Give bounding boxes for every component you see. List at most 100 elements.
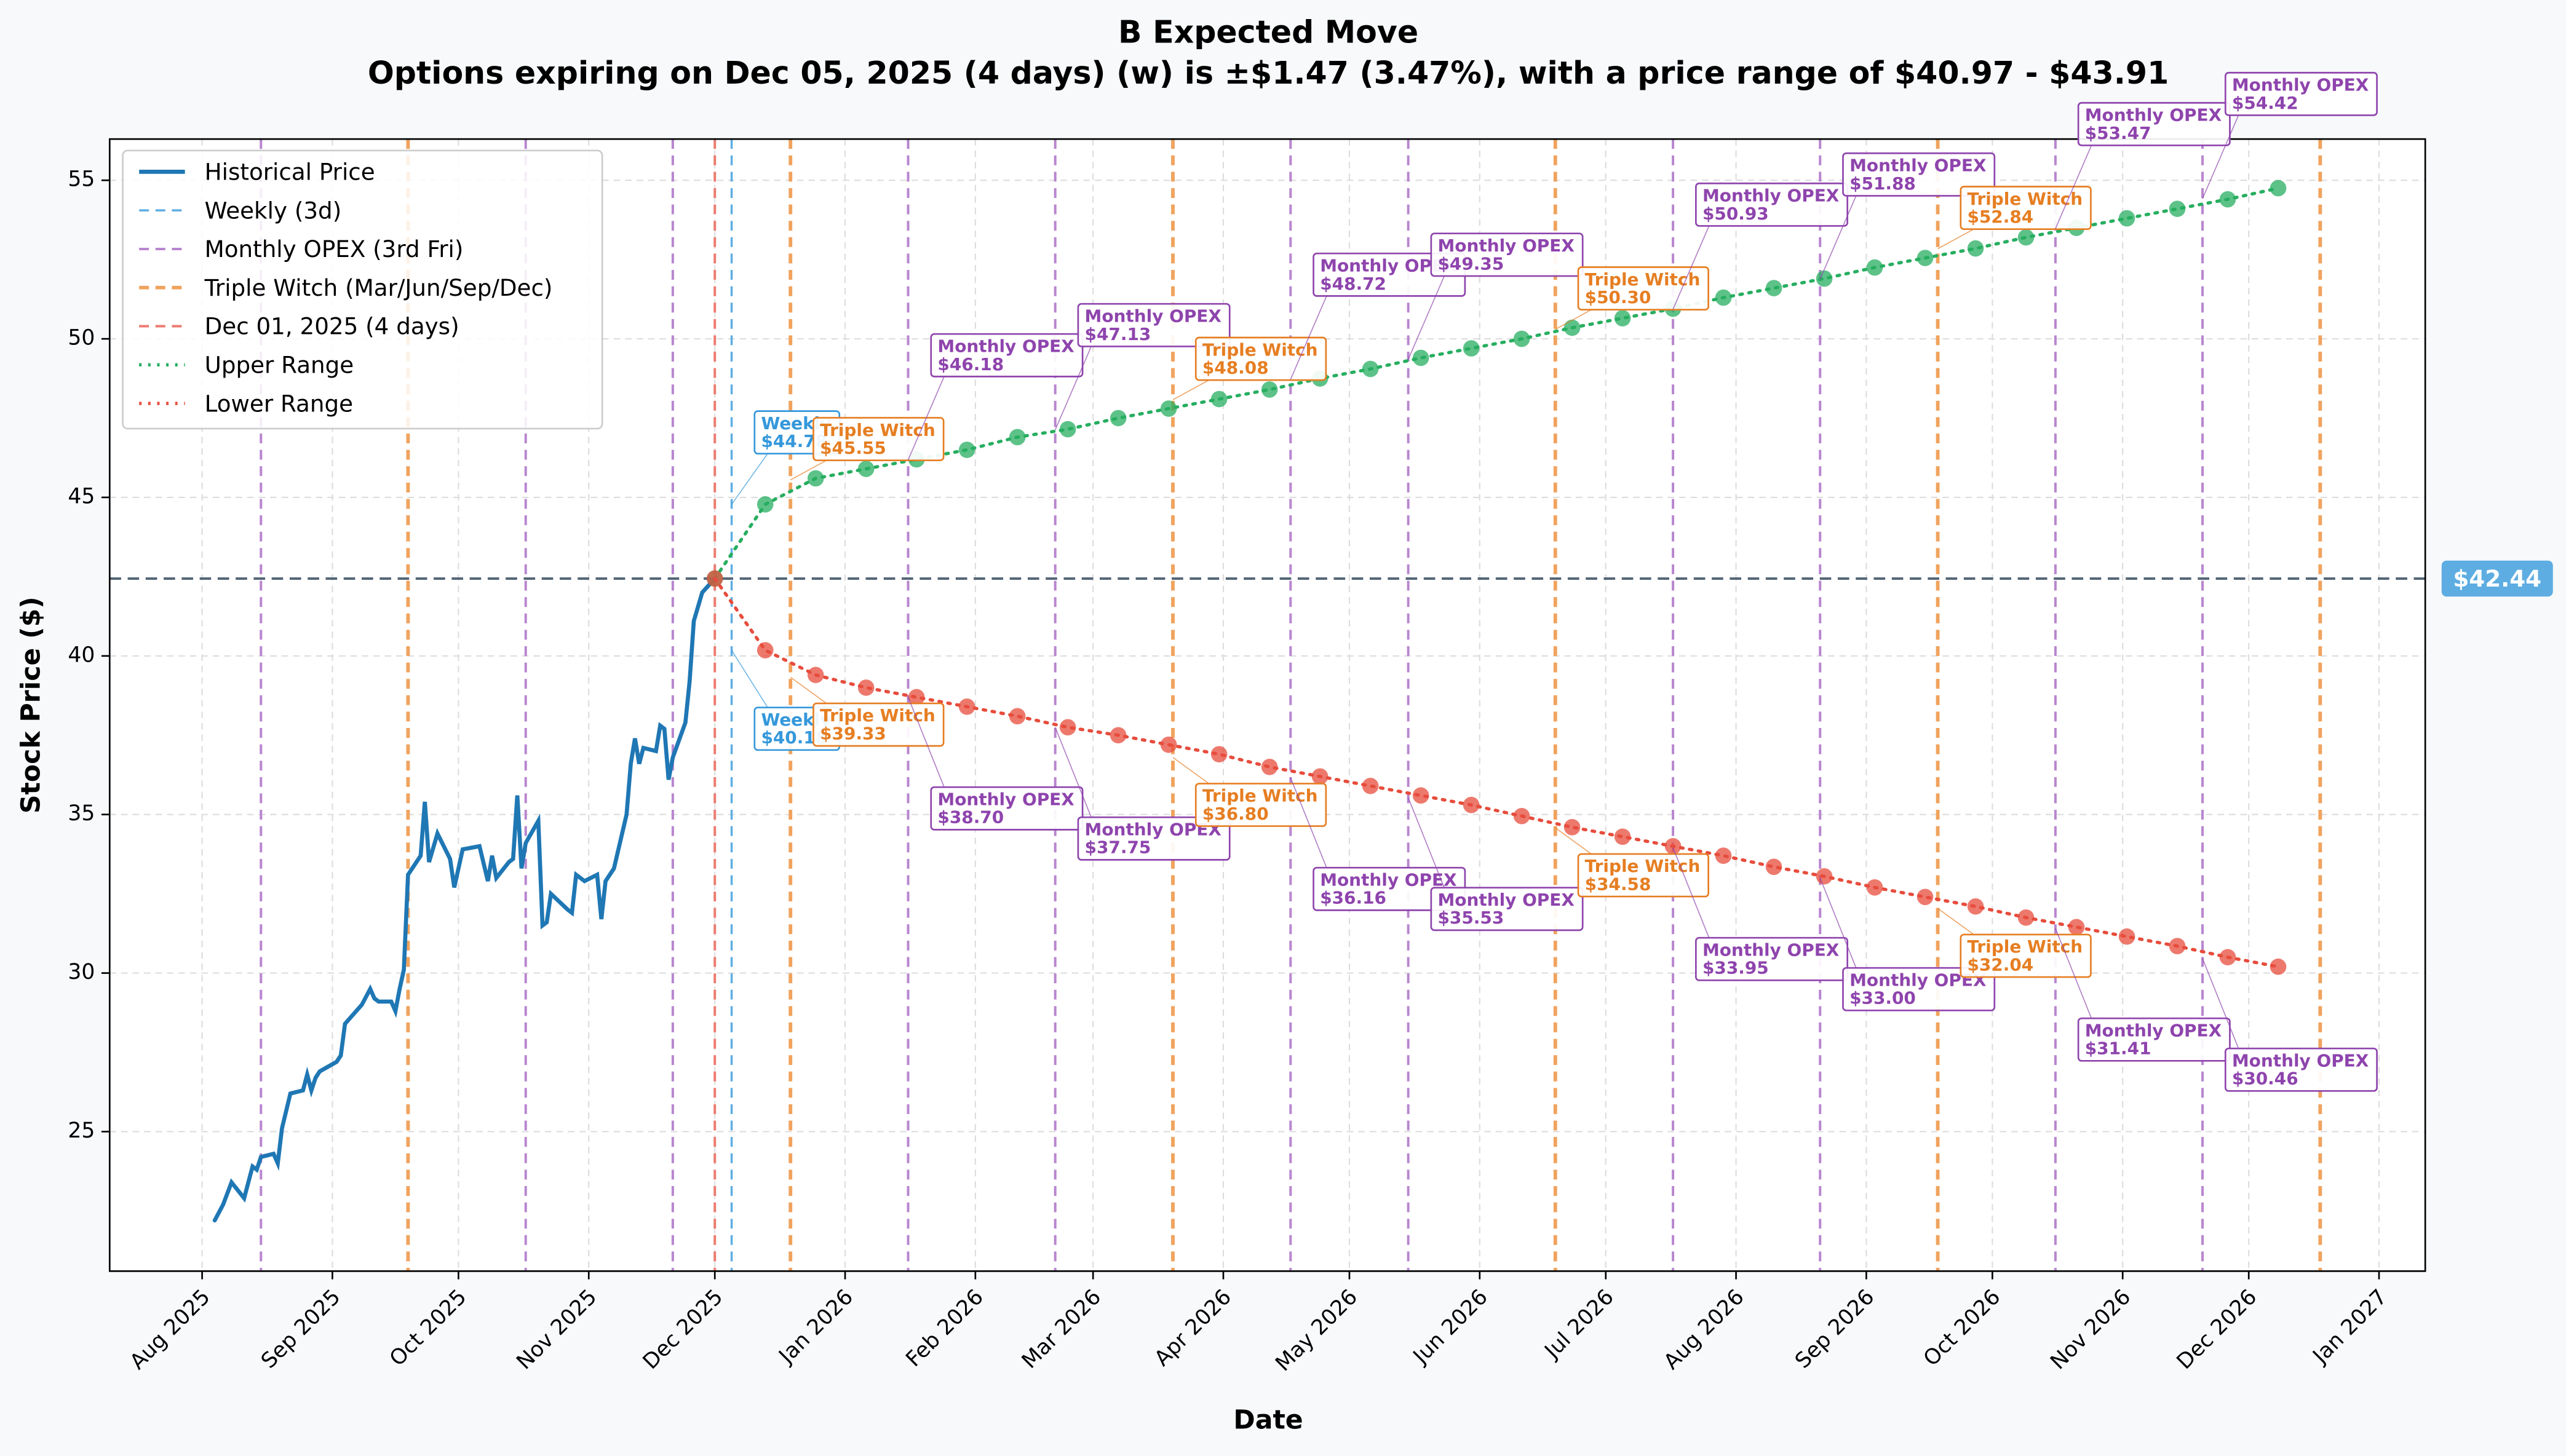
y-tick-label: 30 [68, 960, 95, 984]
series-point [1362, 777, 1379, 794]
annotation-box [1577, 266, 1709, 311]
annotation-arrow [731, 650, 768, 708]
series-point [1412, 349, 1429, 366]
annotation-text: Monthly OPEX [1438, 890, 1575, 910]
x-axis-label: Date [1233, 1405, 1303, 1436]
annotation-box [1842, 152, 1996, 197]
annotation-box [930, 333, 1084, 378]
series-point [1110, 727, 1127, 744]
series-point [2017, 229, 2035, 246]
annotation-value: $47.13 [1085, 324, 1151, 344]
annotation-box [1960, 933, 2092, 978]
annotation-box [1430, 232, 1584, 277]
annotation: Monthly OPEX$33.00 [1819, 877, 1996, 1011]
series-point [1967, 898, 1984, 915]
annotation-text: Triple Witch [820, 705, 935, 726]
series-point [1210, 390, 1228, 408]
annotation-box [1194, 783, 1327, 827]
annotation: Monthly OPEX$51.88 [1819, 152, 1996, 280]
annotation-value: $31.41 [2085, 1039, 2151, 1059]
series-point [1866, 879, 1883, 896]
annotation-text: Monthly OPEX [2085, 105, 2222, 125]
annotation-text: Monthly OPEX [937, 789, 1074, 809]
series-point [1110, 410, 1127, 427]
annotation-value: $33.95 [1702, 958, 1769, 978]
annotation-arrow [1290, 777, 1327, 868]
annotation-arrow [1937, 228, 1974, 250]
series-point [1009, 429, 1026, 446]
annotation: Monthly OPEX$30.46 [2202, 958, 2378, 1092]
annotation-box [1194, 336, 1327, 381]
annotation: Triple Witch$36.80 [1172, 757, 1327, 827]
current-price-box [2441, 560, 2553, 597]
annotation: Triple Witch$52.84 [1937, 186, 2092, 250]
annotation: Monthly OPEX$49.35 [1407, 232, 1584, 360]
series-point [2118, 928, 2135, 945]
series-point [1463, 340, 1480, 357]
chart-subtitle: Options expiring on Dec 05, 2025 (4 days… [368, 55, 2169, 91]
chart-title: B Expected Move [1118, 14, 1418, 50]
series-point [1917, 250, 1934, 266]
annotation-value: $45.55 [820, 438, 886, 458]
annotation-box [2224, 1047, 2378, 1092]
series-line [713, 186, 2280, 580]
annotation-arrow [1672, 847, 1710, 938]
annotation-value: $38.70 [937, 807, 1004, 828]
annotation-value: $54.42 [2232, 93, 2298, 113]
annotation: Monthly OPEX$31.41 [2055, 928, 2231, 1062]
annotation: Monthly OPEX$50.93 [1672, 182, 1848, 310]
series-point [1059, 421, 1076, 438]
annotation: Monthly OPEX$38.70 [907, 697, 1084, 831]
series-point [1311, 768, 1329, 785]
annotation-box [812, 417, 945, 461]
annotation: Triple Witch$50.30 [1555, 266, 1709, 330]
annotation-arrow [1555, 309, 1592, 330]
series-point [1765, 858, 1782, 876]
annotation-box [1960, 186, 2092, 231]
series-point [1816, 270, 1833, 287]
series-point [706, 570, 723, 587]
annotation-value: $48.72 [1320, 274, 1386, 294]
annotation-box [2077, 101, 2231, 146]
series-point [908, 689, 925, 706]
legend-label: Lower Range [205, 390, 353, 417]
annotation-text: Monthly OPEX [1320, 869, 1456, 890]
annotation: Triple Witch$34.58 [1555, 827, 1709, 898]
legend-label: Dec 01, 2025 (4 days) [205, 313, 459, 340]
annotation-arrow [790, 459, 827, 481]
y-tick-label: 50 [68, 326, 95, 350]
annotation-text: Triple Witch [1585, 269, 1701, 290]
series-point [1261, 381, 1278, 398]
series-point [857, 679, 875, 696]
series-point [1059, 719, 1076, 736]
y-tick-label: 25 [68, 1118, 95, 1143]
annotation-arrow [1937, 908, 1974, 935]
annotation-value: $36.80 [1202, 804, 1269, 824]
annotation-box [812, 702, 945, 747]
annotation-text: Triple Witch [1202, 339, 1318, 360]
annotation: Monthly OPEX$46.18 [907, 333, 1084, 461]
series-point [1513, 330, 1530, 347]
y-axis-label: Stock Price ($) [16, 596, 47, 813]
series-point [1261, 759, 1278, 775]
annotation-arrow [1407, 275, 1445, 360]
series-point [1664, 837, 1682, 855]
series-point [2219, 949, 2236, 966]
series-point [1866, 259, 1883, 276]
annotation-arrow [1290, 296, 1327, 380]
series-point [1210, 746, 1228, 762]
annotation-value: $30.46 [2232, 1069, 2298, 1089]
annotation-arrow [2055, 928, 2092, 1019]
annotation-text: Monthly OPEX [2085, 1020, 2222, 1040]
annotation-box [2077, 1017, 2231, 1062]
annotation-arrow [2202, 958, 2239, 1049]
annotation-box [1077, 816, 1231, 861]
series-point [1614, 828, 1631, 845]
series-line [212, 576, 717, 1223]
series-point [2068, 919, 2085, 936]
annotation-text: Monthly OPEX [2232, 1050, 2369, 1070]
annotation: Monthly OPEX$33.95 [1672, 847, 1848, 981]
annotation-arrow [731, 453, 768, 505]
